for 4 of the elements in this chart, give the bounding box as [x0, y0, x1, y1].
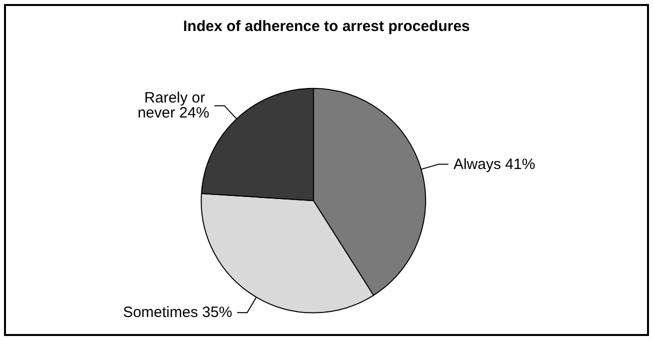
slice-label: Rarely or never 24%: [138, 90, 210, 122]
chart-title: Index of adherence to arrest procedures: [183, 18, 470, 35]
slice-label: Sometimes 35%: [122, 304, 232, 322]
slice-label: Always 41%: [453, 156, 536, 173]
